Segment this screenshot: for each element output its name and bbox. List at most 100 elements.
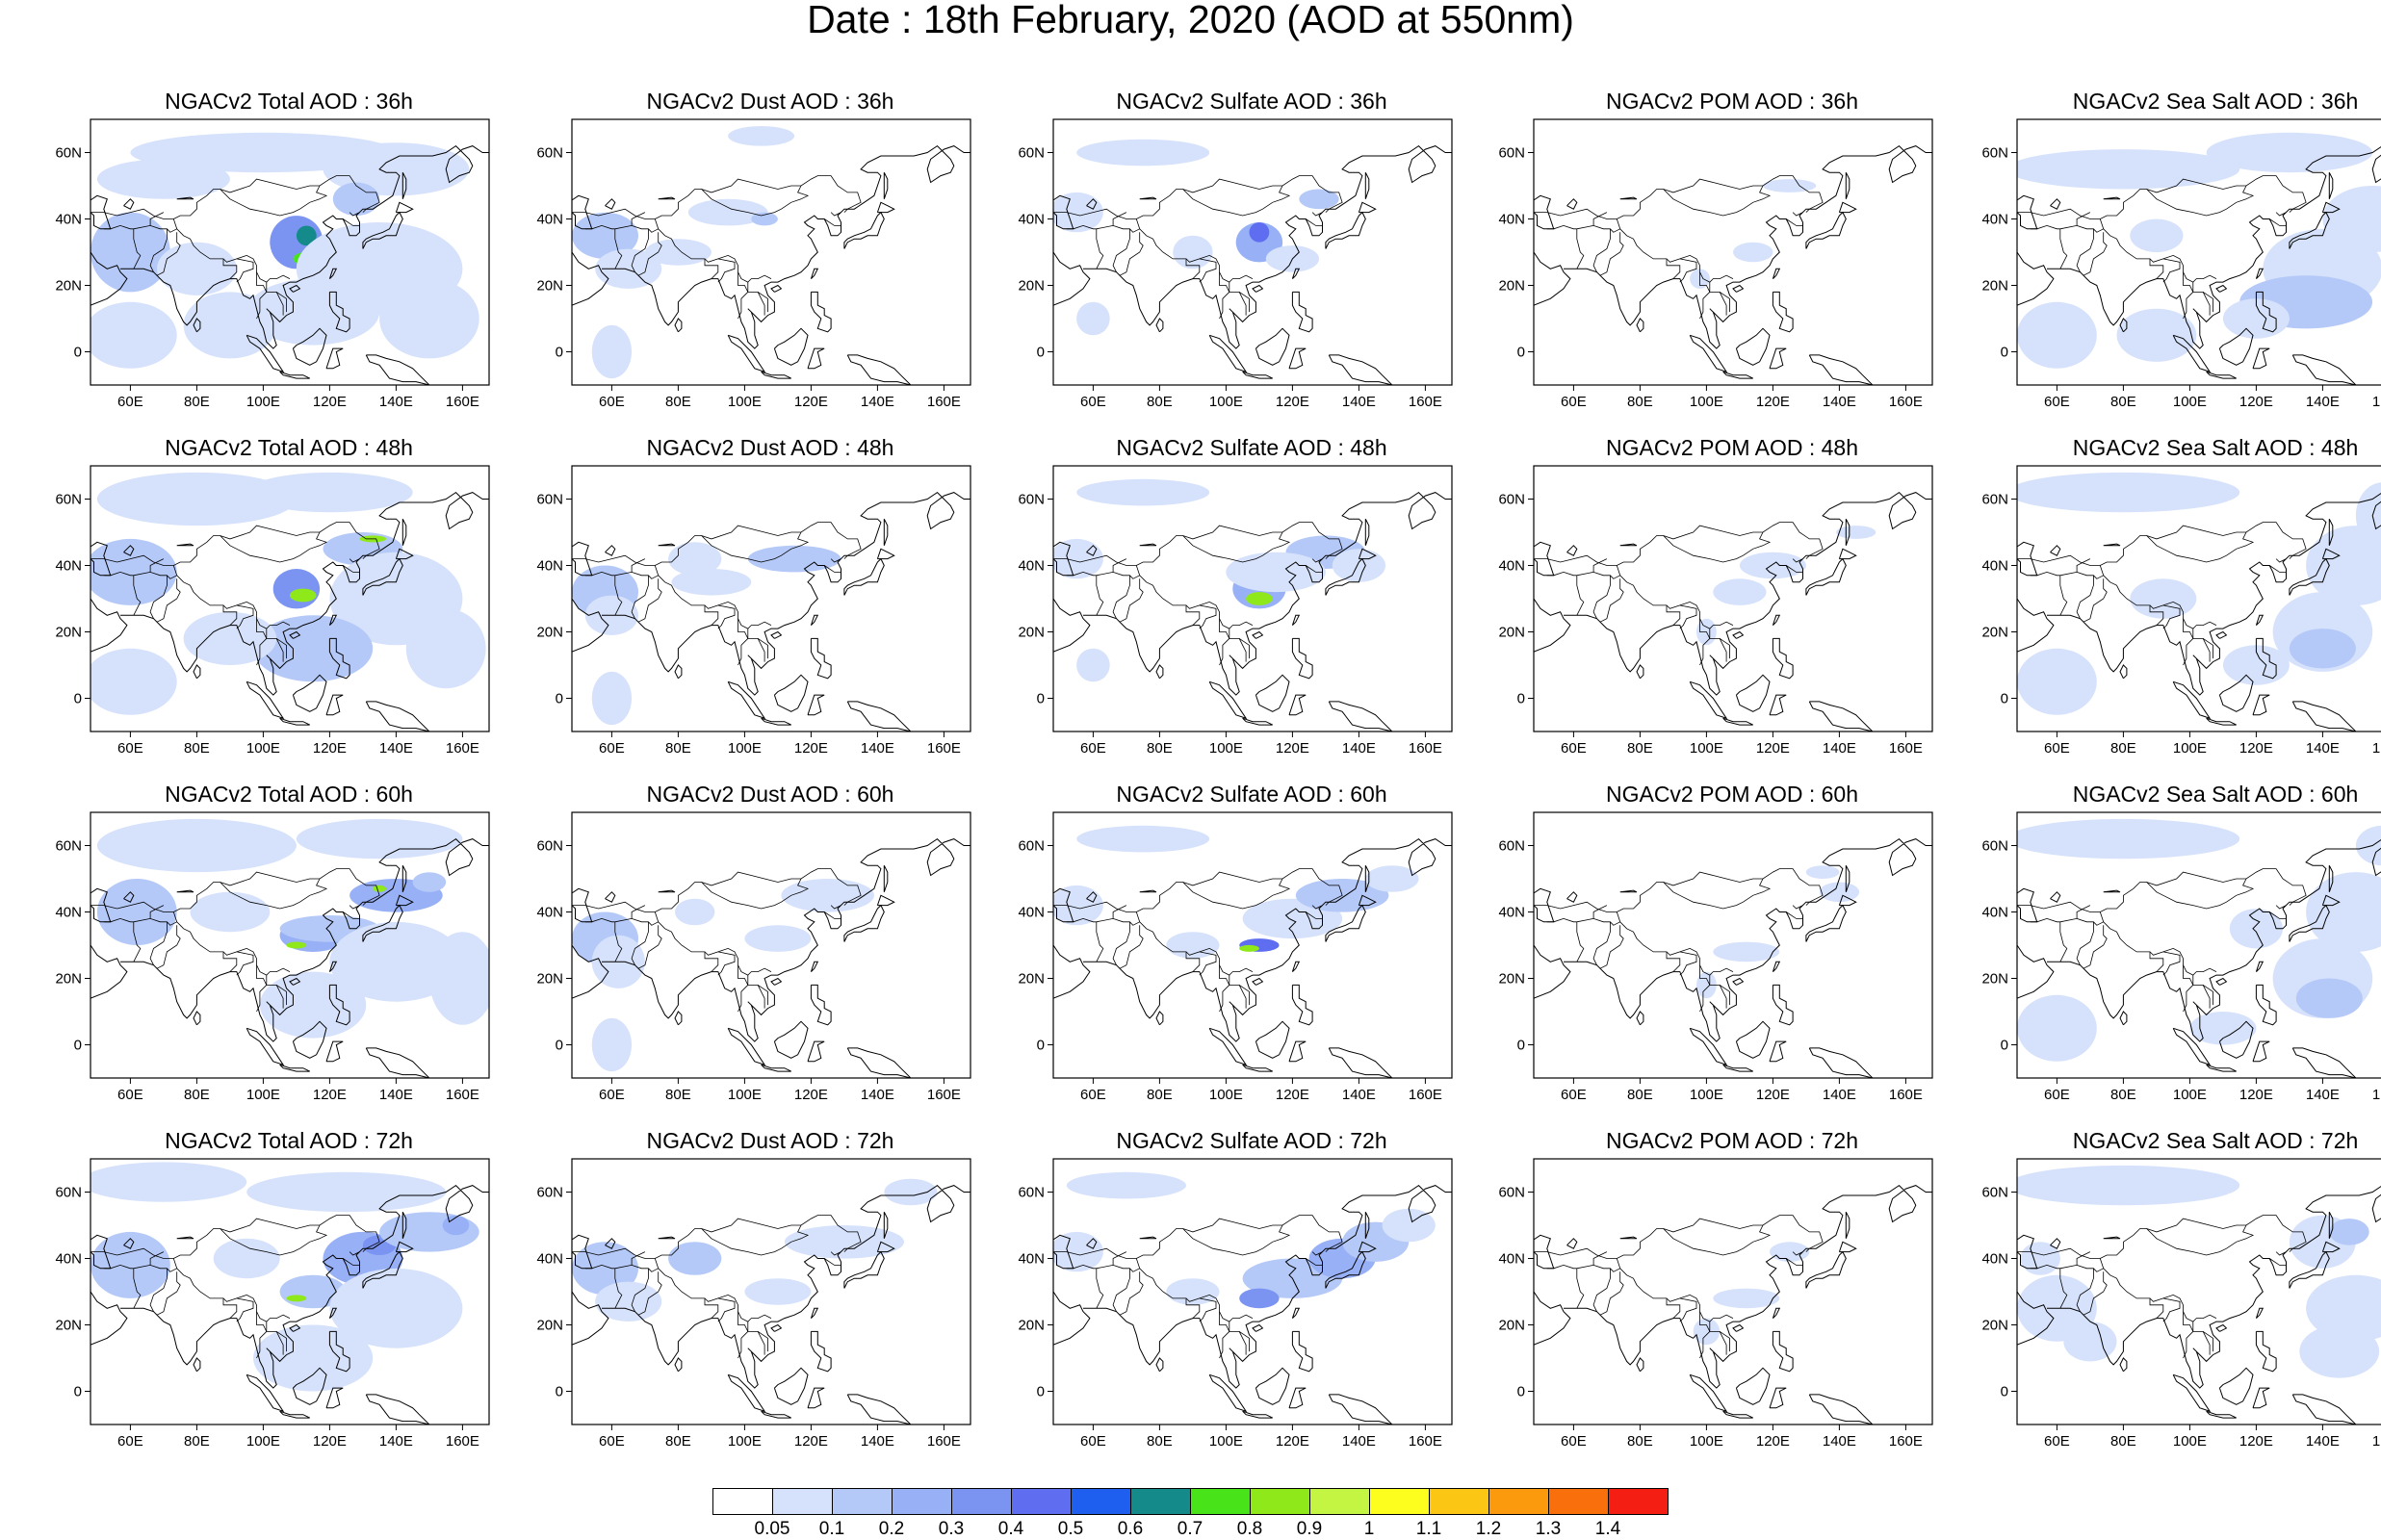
country-border: [2202, 292, 2213, 313]
lon-tick-label: 80E: [2110, 1433, 2136, 1450]
coastline: [176, 889, 194, 893]
aod-patch: [296, 818, 463, 860]
aod-patch: [246, 278, 380, 346]
map-frame: [1533, 118, 1933, 386]
lon-tick-label: 160E: [1409, 1433, 1442, 1450]
country-border: [1311, 558, 1323, 563]
country-border: [2017, 522, 2307, 566]
lat-tick-label: 0: [556, 1038, 563, 1054]
coastline: [1155, 1011, 1164, 1026]
coastline: [1564, 1184, 1932, 1389]
country-border: [2083, 232, 2108, 276]
lon-tick-label: 120E: [1756, 394, 1790, 410]
coastline: [602, 144, 971, 349]
coastline: [2206, 1410, 2237, 1419]
country-border: [256, 282, 268, 320]
country-border: [637, 232, 662, 276]
coastline: [1722, 717, 1753, 726]
country-border: [2183, 1322, 2194, 1359]
country-border: [220, 878, 328, 910]
map-plot: 60N 40N 20N 0 60E 80E 100E 120E 140E 160E: [536, 118, 971, 410]
lon-tick-label: 140E: [1823, 740, 1856, 757]
country-border: [275, 1331, 287, 1352]
coastline: [2215, 284, 2228, 293]
coastline: [91, 944, 128, 999]
coastline: [1772, 291, 1794, 333]
lon-tick-label: 160E: [1889, 1087, 1923, 1103]
lon-tick-label: 100E: [1690, 1087, 1723, 1103]
coastline: [120, 1184, 489, 1389]
coastline: [1328, 1047, 1393, 1078]
lat-tick-label: 40N: [1498, 905, 1525, 921]
country-border: [2149, 1297, 2164, 1319]
aod-field: [572, 837, 971, 1078]
map-panel: NGACv2 Total AOD : 72h 60N 40N 20N 0 60E 80E 10…: [48, 1128, 530, 1450]
coastline: [1735, 1367, 1771, 1405]
aod-patch: [1819, 882, 1860, 903]
coastline: [658, 1236, 676, 1240]
coastline: [1808, 701, 1874, 732]
country-border: [1616, 911, 1734, 976]
lon-tick-label: 140E: [861, 740, 894, 757]
coastline: [807, 694, 825, 716]
lon-tick-label: 140E: [1823, 394, 1856, 410]
coastline: [279, 717, 310, 726]
country-border: [1238, 985, 1250, 1006]
aod-patch: [91, 301, 177, 369]
lon-tick-label: 80E: [1147, 1087, 1173, 1103]
lon-tick-label: 140E: [2306, 740, 2340, 757]
country-border: [2268, 565, 2287, 573]
country-border: [1663, 1224, 1772, 1256]
aod-patch: [595, 248, 662, 289]
aod-patch: [91, 1231, 170, 1298]
coastline: [1291, 637, 1313, 680]
lat-tick-label: 40N: [55, 905, 82, 921]
country-border: [2202, 638, 2213, 659]
country-border: [1599, 232, 1624, 276]
coastline: [2047, 493, 2381, 696]
country-border: [1699, 1311, 1727, 1355]
aod-patch: [2017, 301, 2097, 369]
lat-tick-label: 60N: [55, 838, 82, 855]
lat-tick-label: 0: [1037, 345, 1045, 361]
country-border: [256, 975, 268, 1013]
map-frame: [1052, 118, 1453, 386]
aod-patch: [91, 648, 177, 715]
coastline: [2119, 318, 2128, 333]
coastline: [401, 518, 407, 546]
country-border: [236, 1297, 254, 1322]
country-border: [1679, 951, 1697, 976]
country-border: [149, 921, 168, 965]
lon-tick-label: 160E: [2372, 1433, 2381, 1450]
country-border: [1112, 575, 1130, 619]
aod-field: [91, 1162, 489, 1424]
country-border: [156, 578, 181, 623]
lon-tick-label: 160E: [446, 394, 479, 410]
coastline: [91, 598, 128, 653]
panel-title: NGACv2 Dust AOD : 36h: [646, 89, 894, 114]
map-frame: [571, 118, 971, 386]
country-border: [614, 921, 623, 962]
lon-tick-label: 120E: [313, 1433, 347, 1450]
lat-tick-label: 60N: [536, 492, 563, 508]
coastline: [1636, 318, 1644, 333]
lat-tick-label: 0: [2001, 691, 2008, 707]
coastline: [807, 1040, 825, 1063]
coastline: [292, 1367, 327, 1405]
lon-tick-label: 140E: [1823, 1087, 1856, 1103]
lat-tick-label: 40N: [1018, 212, 1045, 228]
map-panel: NGACv2 Dust AOD : 72h 60N 40N 20N 0 60E 80E 100…: [530, 1128, 1011, 1450]
country-border: [220, 1224, 328, 1256]
map-plot: 60N 40N 20N 0 60E 80E 100E 120E 140E 160E: [1018, 811, 1453, 1103]
lon-tick-label: 120E: [794, 740, 828, 757]
coastline: [279, 371, 310, 379]
country-border: [1219, 629, 1230, 666]
coastline: [91, 251, 128, 306]
panel-title: NGACv2 Total AOD : 72h: [165, 1128, 413, 1153]
lon-tick-label: 160E: [446, 1087, 479, 1103]
country-border: [614, 228, 623, 270]
lon-tick-label: 60E: [1561, 740, 1587, 757]
map-panel: NGACv2 Sea Salt AOD : 72h 60N 40N 20N 0 60E 80…: [1975, 1128, 2381, 1450]
lat-tick-label: 20N: [536, 278, 563, 295]
lon-tick-label: 80E: [665, 394, 691, 410]
